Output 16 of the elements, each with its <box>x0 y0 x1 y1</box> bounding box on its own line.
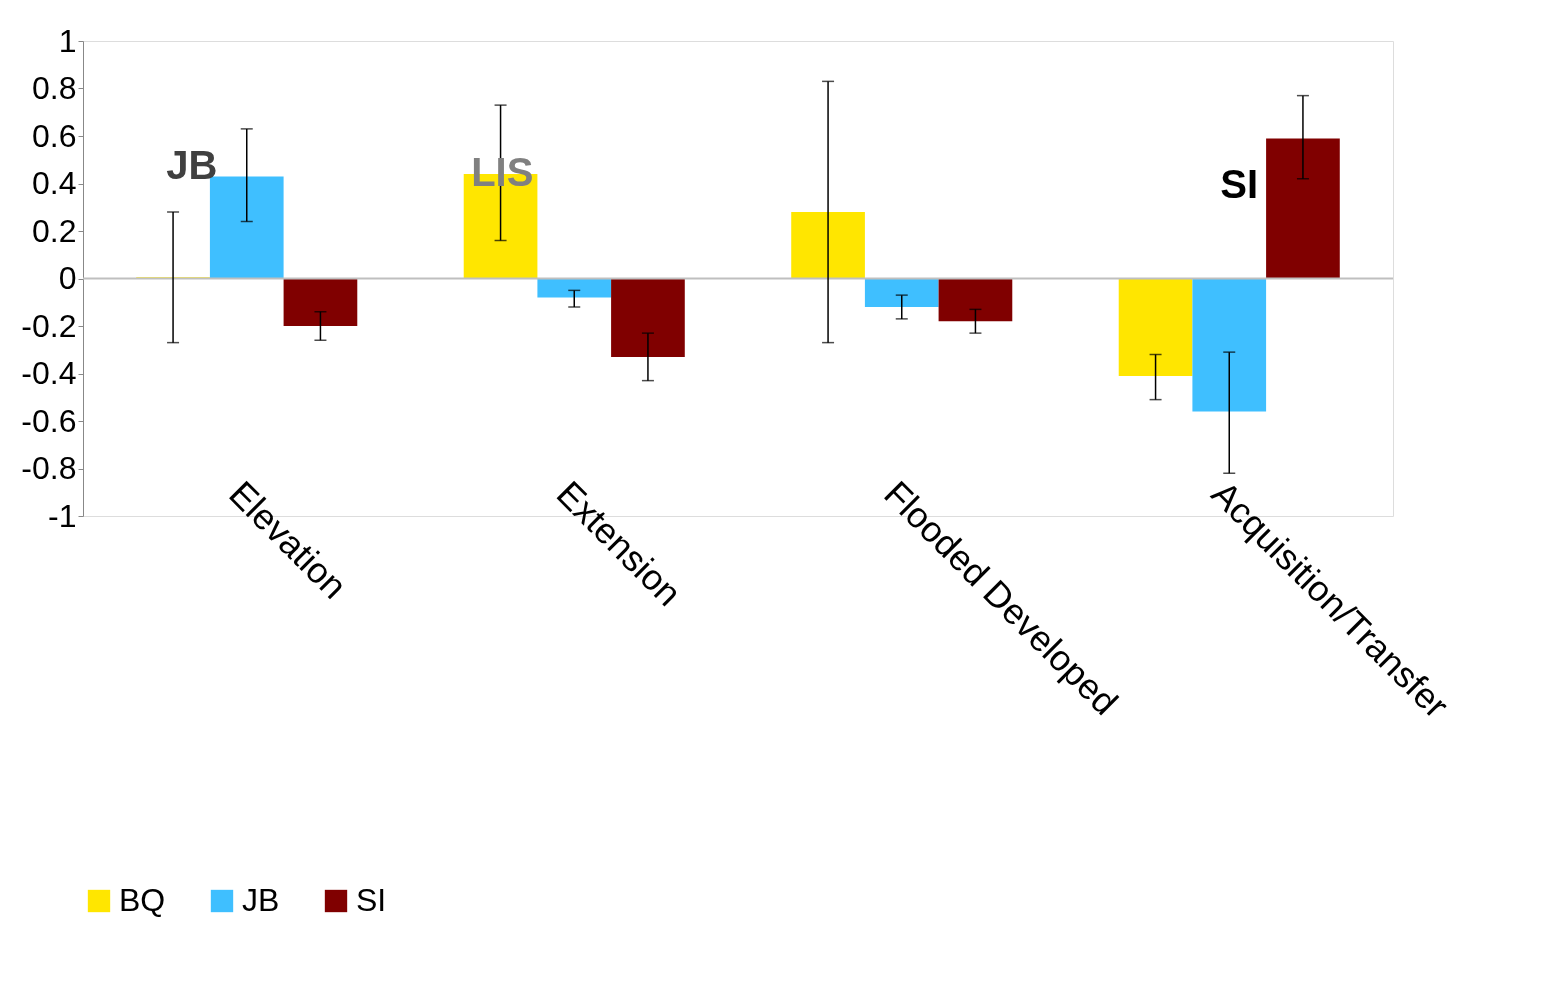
annotation: JB <box>166 142 218 187</box>
y-tick-label: -0.6 <box>21 402 77 439</box>
y-tick-label: 0.6 <box>32 117 77 154</box>
legend-label: JB <box>242 882 280 918</box>
y-tick-label: 0.4 <box>32 165 77 201</box>
y-tick-label: -1 <box>48 497 77 534</box>
annotation: SI <box>1220 161 1259 206</box>
legend-label: BQ <box>119 882 166 918</box>
y-tick-label: 1 <box>58 22 77 59</box>
legend-label: SI <box>356 882 387 918</box>
y-tick-label: -0.4 <box>21 355 77 391</box>
y-tick-label: -0.8 <box>21 450 77 486</box>
y-tick-label: 0.8 <box>32 70 77 106</box>
y-tick-label: 0.2 <box>32 212 77 249</box>
y-tick-label: -0.2 <box>21 307 77 344</box>
y-tick-label: 0 <box>58 260 77 296</box>
